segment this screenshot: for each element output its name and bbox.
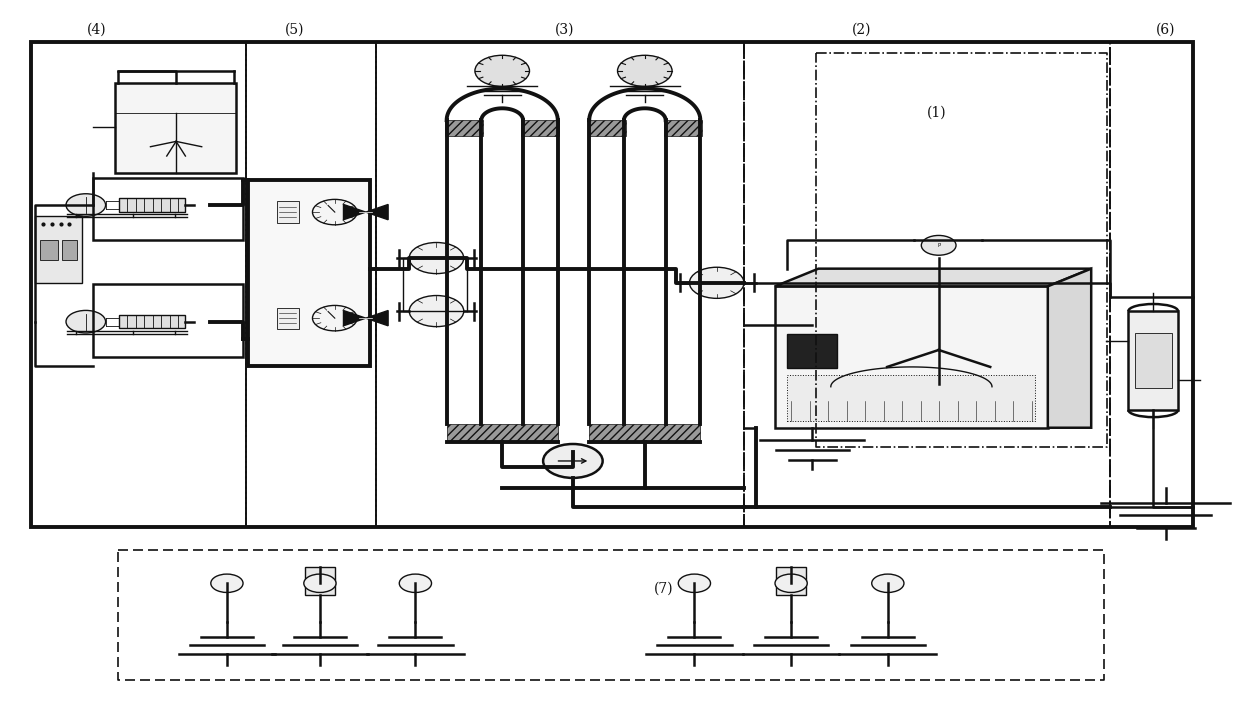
Circle shape (409, 243, 464, 274)
Polygon shape (775, 269, 1091, 286)
Circle shape (775, 574, 807, 592)
Circle shape (872, 574, 904, 592)
Text: (1): (1) (926, 106, 946, 120)
Bar (31, 42, 1193, 527)
Bar (776, 567, 806, 595)
Bar (521, 120, 559, 136)
Bar (305, 567, 335, 595)
Bar (40, 240, 58, 260)
Bar (1128, 311, 1178, 410)
Bar (62, 240, 77, 260)
Text: (7): (7) (653, 581, 673, 595)
Bar (588, 120, 626, 136)
Circle shape (399, 574, 432, 592)
Text: (6): (6) (1156, 23, 1176, 37)
Bar (93, 284, 243, 357)
Bar (775, 286, 1048, 428)
Polygon shape (343, 204, 366, 220)
Bar (119, 198, 185, 211)
Text: (5): (5) (285, 23, 305, 37)
Circle shape (543, 444, 603, 478)
Text: (2): (2) (852, 23, 872, 37)
Bar (446, 424, 558, 442)
Circle shape (312, 305, 357, 331)
Bar (248, 180, 370, 366)
Text: (3): (3) (554, 23, 574, 37)
Circle shape (66, 310, 105, 333)
Bar (277, 308, 299, 329)
Circle shape (312, 199, 357, 225)
Bar (119, 315, 185, 328)
Bar (445, 120, 484, 136)
Bar (1135, 334, 1172, 387)
Bar (663, 120, 702, 136)
Bar (35, 216, 82, 283)
Bar (277, 201, 299, 223)
Circle shape (211, 574, 243, 592)
Bar (589, 424, 701, 442)
Circle shape (618, 55, 672, 86)
Polygon shape (366, 204, 388, 220)
Circle shape (304, 574, 336, 592)
Circle shape (689, 267, 744, 298)
Circle shape (66, 194, 105, 216)
Polygon shape (1048, 269, 1091, 428)
Bar (787, 375, 1035, 421)
Polygon shape (366, 310, 388, 326)
Bar (787, 334, 837, 368)
Circle shape (409, 296, 464, 327)
Bar (115, 83, 236, 173)
Circle shape (475, 55, 529, 86)
Polygon shape (343, 310, 366, 326)
Bar (93, 178, 243, 240)
Circle shape (678, 574, 711, 592)
Text: P: P (937, 243, 940, 248)
Text: (4): (4) (87, 23, 107, 37)
Circle shape (921, 235, 956, 255)
